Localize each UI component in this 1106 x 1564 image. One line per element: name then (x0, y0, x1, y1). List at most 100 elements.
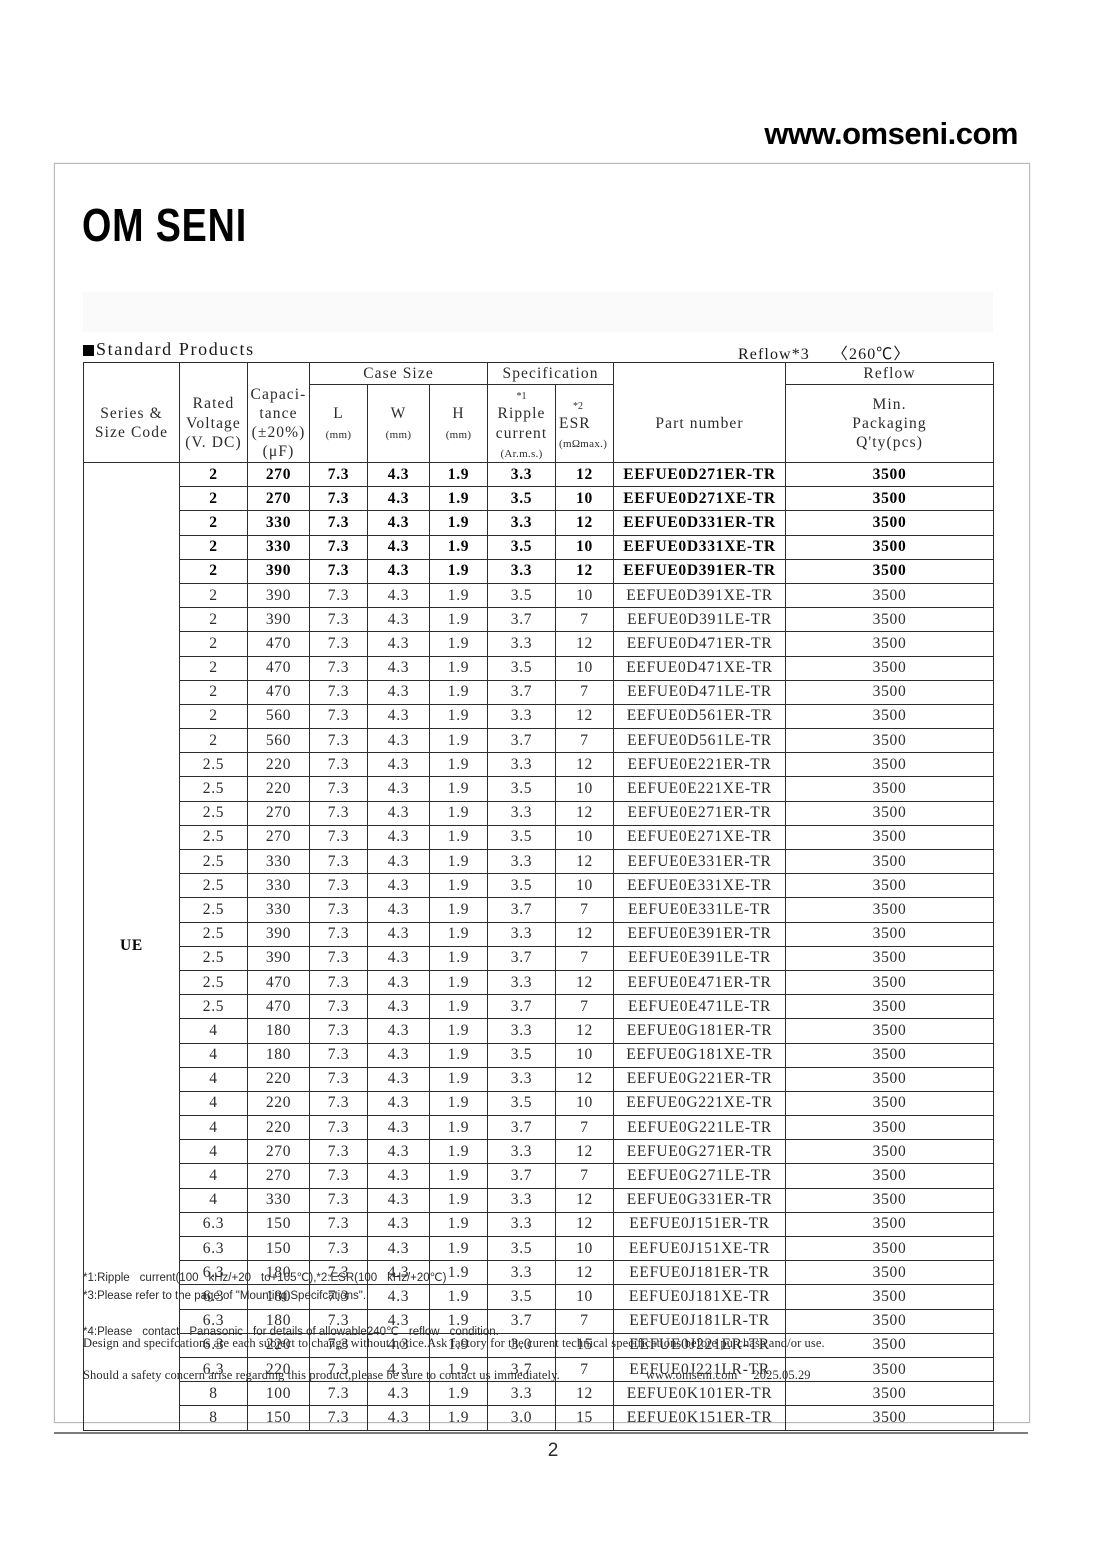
table-row: 6.3 220 7.3 4.3 1.9 3.0 15 EEFUE0J221ER-TR 3500 (84, 1332, 995, 1358)
case-length-cell: 7.3 (309, 1211, 368, 1238)
case-width-cell: 4.3 (367, 679, 430, 705)
ripple-current-cell: 3.3 (487, 848, 557, 875)
esr-cell: 15 (555, 1405, 615, 1431)
case-height-cell: 1.9 (428, 824, 489, 851)
th-esr: *2 ESR (mΩmax.) (555, 384, 615, 463)
capacitance-cell: 270 (247, 1163, 310, 1189)
esr-cell: 12 (555, 921, 615, 947)
table-row: 2.5 220 7.3 4.3 1.9 3.3 12 EEFUE0E221ER-TR 3500 (84, 752, 995, 778)
rated-voltage-cell: 8 (179, 1381, 248, 1407)
part-number-cell: EEFUE0G221XE-TR (613, 1090, 787, 1117)
table-row: 4 270 7.3 4.3 1.9 3.7 7 EEFUE0G271LE-TR 3500 (84, 1163, 995, 1189)
case-length-cell: 7.3 (309, 1066, 368, 1092)
case-length-cell: 7.3 (309, 534, 368, 560)
case-width-cell: 4.3 (367, 486, 430, 512)
th-height: H (mm) (428, 384, 489, 463)
rated-voltage-cell: 2.5 (179, 848, 248, 875)
footnote-4: *4:Please contact Panasonic for details of … (83, 1325, 499, 1338)
esr-cell: 12 (555, 1187, 615, 1213)
part-number-cell: EEFUE0K151ER-TR (613, 1405, 787, 1431)
part-number-cell: EEFUE0E331ER-TR (613, 848, 787, 875)
ripple-current-cell: 3.3 (487, 1139, 557, 1165)
legal-date: 2025.05.29 (753, 1368, 811, 1382)
case-height-cell: 1.9 (428, 655, 489, 681)
esr-cell: 12 (555, 703, 615, 730)
table-row: 8 100 7.3 4.3 1.9 3.3 12 EEFUE0K101ER-TR 3500 (84, 1381, 995, 1407)
esr-cell: 10 (555, 1042, 615, 1068)
table-row: 2.5 270 7.3 4.3 1.9 3.5 10 EEFUE0E271XE-TR 3500 (84, 824, 995, 851)
case-length-cell: 7.3 (309, 1090, 368, 1117)
case-width-cell: 4.3 (367, 1139, 430, 1165)
part-number-cell: EEFUE0D391LE-TR (613, 607, 787, 633)
case-width-cell: 4.3 (367, 848, 430, 875)
esr-cell: 12 (555, 800, 615, 826)
table-row: UE 2 270 7.3 4.3 1.9 3.3 12 EEFUE0D271ER-TR 3500 (83, 461, 995, 1431)
case-width-cell: 4.3 (367, 1090, 430, 1117)
case-length-cell: 7.3 (309, 969, 368, 996)
rated-voltage-cell: 2.5 (179, 776, 248, 802)
part-number-cell: EEFUE0J181ER-TR (613, 1260, 787, 1286)
table-row: 6.3 180 7.3 4.3 1.9 3.5 10 EEFUE0J181XE-TR 3500 (84, 1284, 995, 1310)
table-row: 2.5 390 7.3 4.3 1.9 3.7 7 EEFUE0E391LE-TR 3500 (84, 945, 995, 971)
part-number-cell: EEFUE0D471XE-TR (613, 655, 787, 681)
table-row: 8 150 7.3 4.3 1.9 3.0 15 EEFUE0K151ER-TR 3500 (84, 1405, 995, 1431)
rated-voltage-cell: 4 (179, 1066, 248, 1092)
ripple-current-cell: 3.3 (487, 1018, 557, 1044)
capacitance-cell: 560 (247, 703, 310, 730)
case-length-cell: 7.3 (309, 921, 368, 947)
part-number-cell: EEFUE0E271XE-TR (613, 824, 787, 851)
ripple-current-cell: 3.5 (487, 824, 557, 851)
table-row: 2 270 7.3 4.3 1.9 3.5 10 EEFUE0D271XE-TR 3500 (84, 486, 995, 512)
esr-cell: 12 (555, 1018, 615, 1044)
case-width-cell: 4.3 (367, 1211, 430, 1238)
datasheet-page: OM SENI Standard Products Reflow*3 〈260℃〉… (54, 163, 1030, 1431)
rated-voltage-cell: 2 (179, 679, 248, 705)
ripple-current-cell: 3.3 (487, 800, 557, 826)
th-length: L (mm) (309, 384, 368, 463)
case-width-cell: 4.3 (367, 558, 430, 584)
min-packaging-qty-cell: 3500 (785, 897, 995, 923)
capacitance-cell: 220 (247, 1115, 310, 1141)
case-height-cell: 1.9 (428, 1018, 489, 1044)
ripple-current-cell: 3.0 (487, 1332, 557, 1358)
th-series-group (83, 362, 180, 385)
case-length-cell: 7.3 (309, 1332, 368, 1358)
capacitance-cell: 470 (247, 655, 310, 681)
case-width-cell: 4.3 (367, 1308, 430, 1334)
min-packaging-qty-cell: 3500 (785, 1332, 995, 1358)
rated-voltage-cell: 2.5 (179, 969, 248, 996)
min-packaging-qty-cell: 3500 (785, 1066, 995, 1092)
case-height-cell: 1.9 (428, 1235, 489, 1262)
reflow-caption: Reflow*3 〈260℃〉 (738, 340, 911, 364)
case-height-cell: 1.9 (428, 752, 489, 778)
min-packaging-qty-cell: 3500 (785, 631, 995, 657)
part-number-cell: EEFUE0J221LR-TR (613, 1356, 787, 1383)
capacitance-cell: 100 (247, 1381, 310, 1407)
esr-cell: 10 (555, 486, 615, 512)
footnotes: *1:Ripple current(100 kHz/+20 to+105℃),*2:E… (83, 1270, 993, 1341)
case-height-cell: 1.9 (428, 510, 489, 536)
rated-voltage-cell: 2.5 (179, 921, 248, 947)
case-height-cell: 1.9 (428, 582, 489, 609)
min-packaging-qty-cell: 3500 (785, 945, 995, 971)
case-width-cell: 4.3 (367, 994, 430, 1020)
case-height-cell: 1.9 (428, 1066, 489, 1092)
page-number: 2 (547, 1440, 559, 1461)
part-number-cell: EEFUE0G221LE-TR (613, 1115, 787, 1141)
ripple-current-cell: 3.5 (487, 1090, 557, 1117)
th-part-number-group (613, 362, 787, 385)
case-width-cell: 4.3 (367, 631, 430, 657)
legal-notice: Design and specifcations are each subjec… (83, 1336, 993, 1400)
footer-divider (54, 1432, 1028, 1434)
esr-cell: 10 (555, 1090, 615, 1117)
case-width-cell: 4.3 (367, 1042, 430, 1068)
th-width: W (mm) (367, 384, 430, 463)
rated-voltage-cell: 4 (179, 1187, 248, 1213)
part-number-cell: EEFUE0D271ER-TR (613, 461, 787, 488)
reflow-note: Reflow*3 (738, 346, 810, 363)
ripple-current-cell: 3.3 (487, 1066, 557, 1092)
part-number-cell: EEFUE0G221ER-TR (613, 1066, 787, 1092)
esr-cell: 12 (555, 510, 615, 536)
rated-voltage-cell: 2 (179, 728, 248, 754)
part-number-cell: EEFUE0D471ER-TR (613, 631, 787, 657)
